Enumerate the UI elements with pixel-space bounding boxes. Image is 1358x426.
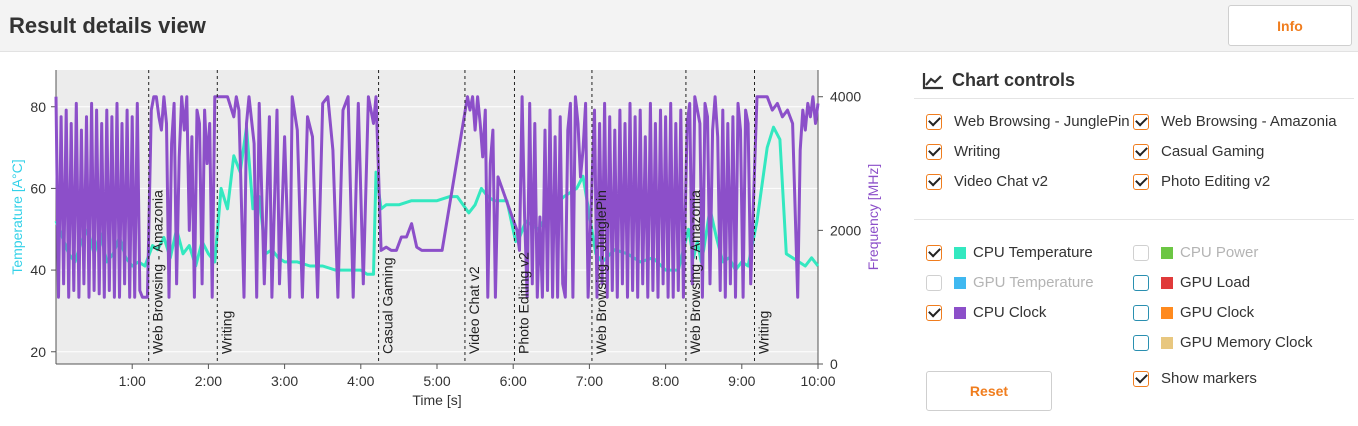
color-swatch xyxy=(1161,276,1173,289)
x-tick-label: 7:00 xyxy=(576,373,603,389)
option-label: Writing xyxy=(954,143,1001,160)
checkbox[interactable] xyxy=(926,173,942,190)
y-left-tick-label: 40 xyxy=(30,262,46,278)
metric-option-gpu-temperature: GPU Temperature xyxy=(926,274,1094,291)
segment-label: Photo Editing v2 xyxy=(515,252,531,354)
y-left-tick-label: 60 xyxy=(30,180,46,196)
x-tick-label: 3:00 xyxy=(271,373,298,389)
benchmark-option-casual-gaming[interactable]: Casual Gaming xyxy=(1133,143,1264,160)
segment-label: Writing xyxy=(756,311,772,354)
option-label: Web Browsing - Amazonia xyxy=(1161,113,1337,130)
benchmark-option-photo-editing[interactable]: Photo Editing v2 xyxy=(1133,173,1270,190)
reset-button[interactable]: Reset xyxy=(926,371,1052,411)
checkbox[interactable] xyxy=(1133,113,1149,130)
checkbox[interactable] xyxy=(926,113,942,130)
checkbox[interactable] xyxy=(1133,304,1149,321)
checkbox[interactable] xyxy=(926,143,942,160)
x-axis-label: Time [s] xyxy=(412,392,461,408)
y-left-tick-label: 20 xyxy=(30,344,46,360)
metric-option-gpu-clock[interactable]: GPU Clock xyxy=(1133,304,1254,321)
x-tick-label: 8:00 xyxy=(652,373,679,389)
color-swatch xyxy=(954,246,966,259)
y-left-axis-label: Temperature [A°C] xyxy=(9,159,25,274)
info-button[interactable]: Info xyxy=(1228,5,1352,46)
x-tick-label: 2:00 xyxy=(195,373,222,389)
header-bar: Result details view Info xyxy=(0,0,1358,52)
option-label: Casual Gaming xyxy=(1161,143,1265,160)
color-swatch xyxy=(954,276,966,289)
y-right-tick-label: 0 xyxy=(830,356,838,372)
x-tick-label: 6:00 xyxy=(500,373,527,389)
segment-label: Web Browsing - Amazonia xyxy=(150,190,166,354)
option-label: CPU Temperature xyxy=(973,244,1093,261)
option-label: CPU Clock xyxy=(973,304,1047,321)
y-left-tick-label: 80 xyxy=(30,99,46,115)
option-label: GPU Clock xyxy=(1180,304,1255,321)
divider xyxy=(914,98,1354,99)
chart-controls-panel: Chart controls Web Browsing - JunglePin … xyxy=(914,62,1358,422)
segment-label: Writing xyxy=(218,311,234,354)
segment-label: Web Browsing - JunglePin xyxy=(593,190,609,354)
checkbox[interactable] xyxy=(926,244,942,261)
result-chart[interactable]: 20 40 60 80 0 2000 4000 1:00 2:00 3:00 4:00 5:00 6:0… xyxy=(0,52,900,426)
series-line xyxy=(54,95,820,299)
color-swatch xyxy=(1161,336,1173,349)
option-label: Show markers xyxy=(1161,370,1257,387)
metric-option-gpu-memory-clock[interactable]: GPU Memory Clock xyxy=(1133,334,1313,351)
x-tick-label: 5:00 xyxy=(423,373,450,389)
option-label: CPU Power xyxy=(1180,244,1259,261)
checkbox[interactable] xyxy=(1133,143,1149,160)
y-right-tick-label: 4000 xyxy=(830,89,861,105)
color-swatch xyxy=(954,306,966,319)
checkbox[interactable] xyxy=(1133,274,1149,291)
x-tick-label: 1:00 xyxy=(119,373,146,389)
checkbox xyxy=(926,274,942,291)
y-right-axis-label: Frequency [MHz] xyxy=(865,164,881,271)
checkbox[interactable] xyxy=(1133,370,1149,387)
y-right-tick-label: 2000 xyxy=(830,222,861,238)
checkbox[interactable] xyxy=(926,304,942,321)
option-label: GPU Load xyxy=(1180,274,1251,291)
benchmark-option-writing[interactable]: Writing xyxy=(926,143,1000,160)
divider xyxy=(914,219,1354,220)
metric-option-cpu-temperature[interactable]: CPU Temperature xyxy=(926,244,1093,261)
x-tick-label: 9:00 xyxy=(728,373,755,389)
x-tick-label: 10:00 xyxy=(800,373,835,389)
chart-svg[interactable]: 20 40 60 80 0 2000 4000 1:00 2:00 3:00 4:00 5:00 6:0… xyxy=(0,52,900,426)
benchmark-option-amazonia[interactable]: Web Browsing - Amazonia xyxy=(1133,113,1337,130)
segment-label: Casual Gaming xyxy=(380,258,396,355)
color-swatch xyxy=(1161,246,1173,259)
checkbox[interactable] xyxy=(1133,173,1149,190)
show-markers-option[interactable]: Show markers xyxy=(1133,370,1257,387)
metric-option-gpu-load[interactable]: GPU Load xyxy=(1133,274,1250,291)
benchmark-option-junglepin[interactable]: Web Browsing - JunglePin xyxy=(926,113,1130,130)
segment-label: Web Browsing - Amazonia xyxy=(687,190,703,354)
benchmark-option-video-chat[interactable]: Video Chat v2 xyxy=(926,173,1048,190)
chart-controls-title: Chart controls xyxy=(922,70,1075,91)
option-label: GPU Memory Clock xyxy=(1180,334,1313,351)
checkbox xyxy=(1133,244,1149,261)
option-label: Video Chat v2 xyxy=(954,173,1048,190)
checkbox[interactable] xyxy=(1133,334,1149,351)
option-label: Web Browsing - JunglePin xyxy=(954,113,1130,130)
chart-icon xyxy=(922,72,943,89)
page-title: Result details view xyxy=(9,13,206,38)
metric-option-cpu-clock[interactable]: CPU Clock xyxy=(926,304,1046,321)
segment-label: Video Chat v2 xyxy=(466,266,482,354)
option-label: GPU Temperature xyxy=(973,274,1094,291)
metric-option-cpu-power: CPU Power xyxy=(1133,244,1258,261)
x-tick-label: 4:00 xyxy=(347,373,374,389)
series-line xyxy=(54,125,820,276)
chart-controls-title-text: Chart controls xyxy=(952,70,1076,90)
option-label: Photo Editing v2 xyxy=(1161,173,1271,190)
color-swatch xyxy=(1161,306,1173,319)
